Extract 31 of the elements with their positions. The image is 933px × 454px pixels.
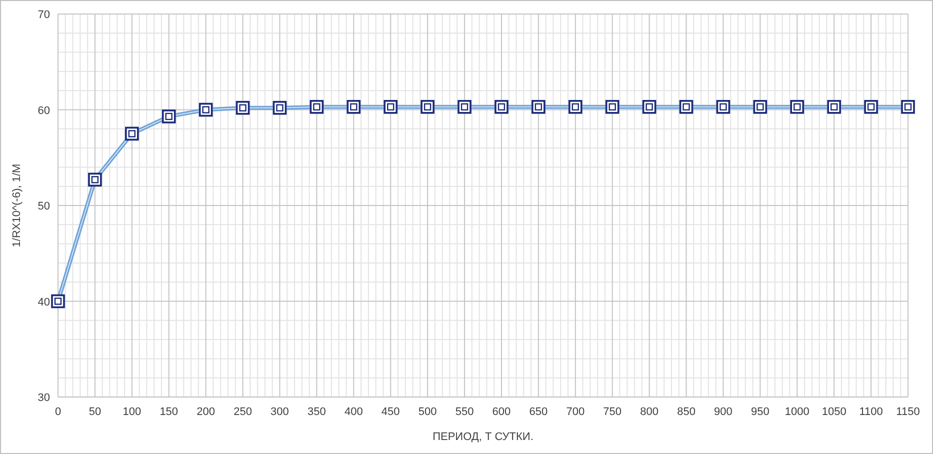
x-tick-label: 100 (122, 406, 142, 418)
y-tick-label: 40 (38, 296, 50, 308)
x-tick-label: 900 (714, 406, 732, 418)
x-tick-label: 150 (160, 406, 178, 418)
x-tick-label: 200 (196, 406, 216, 418)
x-tick-label: 50 (88, 406, 102, 418)
x-tick-label: 450 (381, 406, 400, 418)
y-tick-label: 60 (38, 104, 50, 117)
x-axis-title: ПЕРИОД, Т СУТКИ. (432, 431, 534, 443)
x-tick-label: 550 (455, 406, 474, 418)
x-tick-label: 350 (308, 406, 326, 418)
x-tick-label: 250 (234, 406, 252, 418)
y-tick-label: 50 (38, 200, 50, 212)
x-tick-label: 1100 (859, 406, 883, 418)
x-tick-label: 700 (566, 406, 585, 418)
x-tick-label: 1050 (822, 406, 846, 418)
y-axis-title: 1/RX10^(-6), 1/M (11, 164, 23, 248)
x-tick-label: 1150 (896, 406, 920, 418)
x-tick-label: 950 (750, 406, 770, 418)
x-tick-label: 300 (270, 406, 289, 418)
x-tick-label: 800 (640, 406, 658, 418)
x-tick-label: 0 (54, 406, 62, 418)
x-tick-label: 1000 (784, 406, 810, 418)
x-tick-label: 650 (529, 406, 548, 418)
x-tick-label: 750 (603, 406, 622, 418)
y-tick-label: 30 (38, 392, 50, 404)
x-tick-label: 500 (418, 406, 437, 418)
x-tick-label: 600 (492, 406, 511, 418)
x-tick-label: 400 (344, 406, 363, 418)
x-tick-label: 850 (677, 406, 696, 418)
y-tick-label: 70 (38, 9, 50, 21)
